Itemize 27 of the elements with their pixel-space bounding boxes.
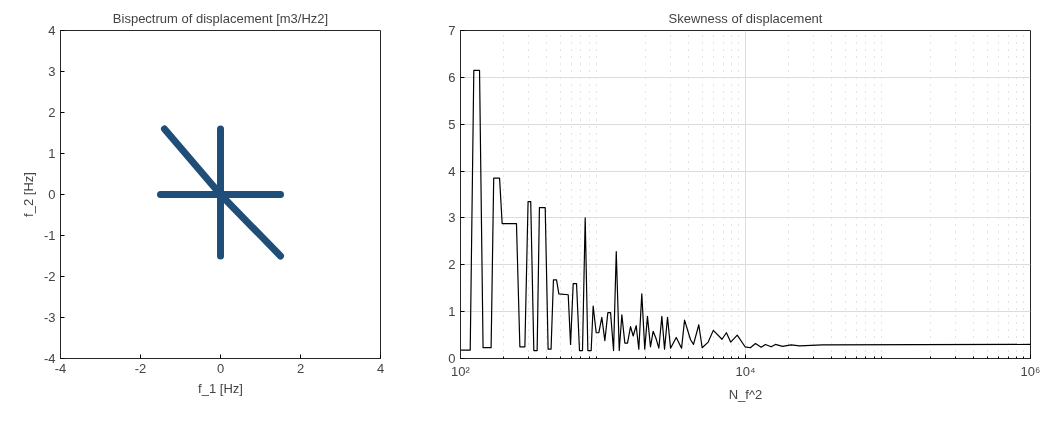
y-tick-label: 3 xyxy=(448,210,456,226)
y-tick-label: 1 xyxy=(448,304,456,320)
x-axis-title: N_f^2 xyxy=(728,386,763,402)
chart-title: Skewness of displacement xyxy=(668,10,823,26)
x-tick-label: 4 xyxy=(376,360,385,376)
x-tick-label: 10⁶ xyxy=(1020,363,1041,379)
y-tick-label: 4 xyxy=(448,163,456,179)
x-tick-label: 10⁴ xyxy=(735,363,756,379)
y-tick-label: 4 xyxy=(48,23,56,38)
y-tick-label: -3 xyxy=(43,310,56,325)
x-axis-title: f_1 [Hz] xyxy=(198,380,243,396)
y-tick-label: 2 xyxy=(448,257,456,273)
y-tick-label: 2 xyxy=(48,105,56,120)
x-tick-label: 10² xyxy=(451,363,471,379)
y-tick-label: 7 xyxy=(448,23,456,38)
y-tick-label: 1 xyxy=(48,146,56,161)
y-tick-label: -2 xyxy=(43,269,56,284)
y-axis-title: f_2 [Hz] xyxy=(20,172,36,217)
x-tick-label: -2 xyxy=(134,360,147,376)
x-tick-label: 2 xyxy=(296,360,305,376)
y-tick-label: 6 xyxy=(448,69,456,85)
y-tick-label: 5 xyxy=(448,116,456,132)
y-tick-label: -1 xyxy=(43,228,56,243)
y-tick-label: 3 xyxy=(48,64,56,79)
chart-title: Bispectrum of displacement [m3/Hz2] xyxy=(112,10,329,26)
y-tick-label: 0 xyxy=(48,187,56,202)
x-tick-label: 0 xyxy=(216,360,225,376)
